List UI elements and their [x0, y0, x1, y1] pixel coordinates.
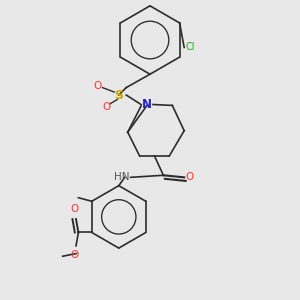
Text: S: S — [114, 88, 123, 101]
Text: HN: HN — [114, 172, 129, 182]
Text: Cl: Cl — [185, 43, 195, 52]
Text: N: N — [142, 98, 152, 111]
Text: O: O — [186, 172, 194, 182]
Text: O: O — [71, 250, 79, 260]
Text: O: O — [70, 204, 78, 214]
Text: O: O — [103, 102, 111, 112]
Text: O: O — [94, 81, 102, 91]
